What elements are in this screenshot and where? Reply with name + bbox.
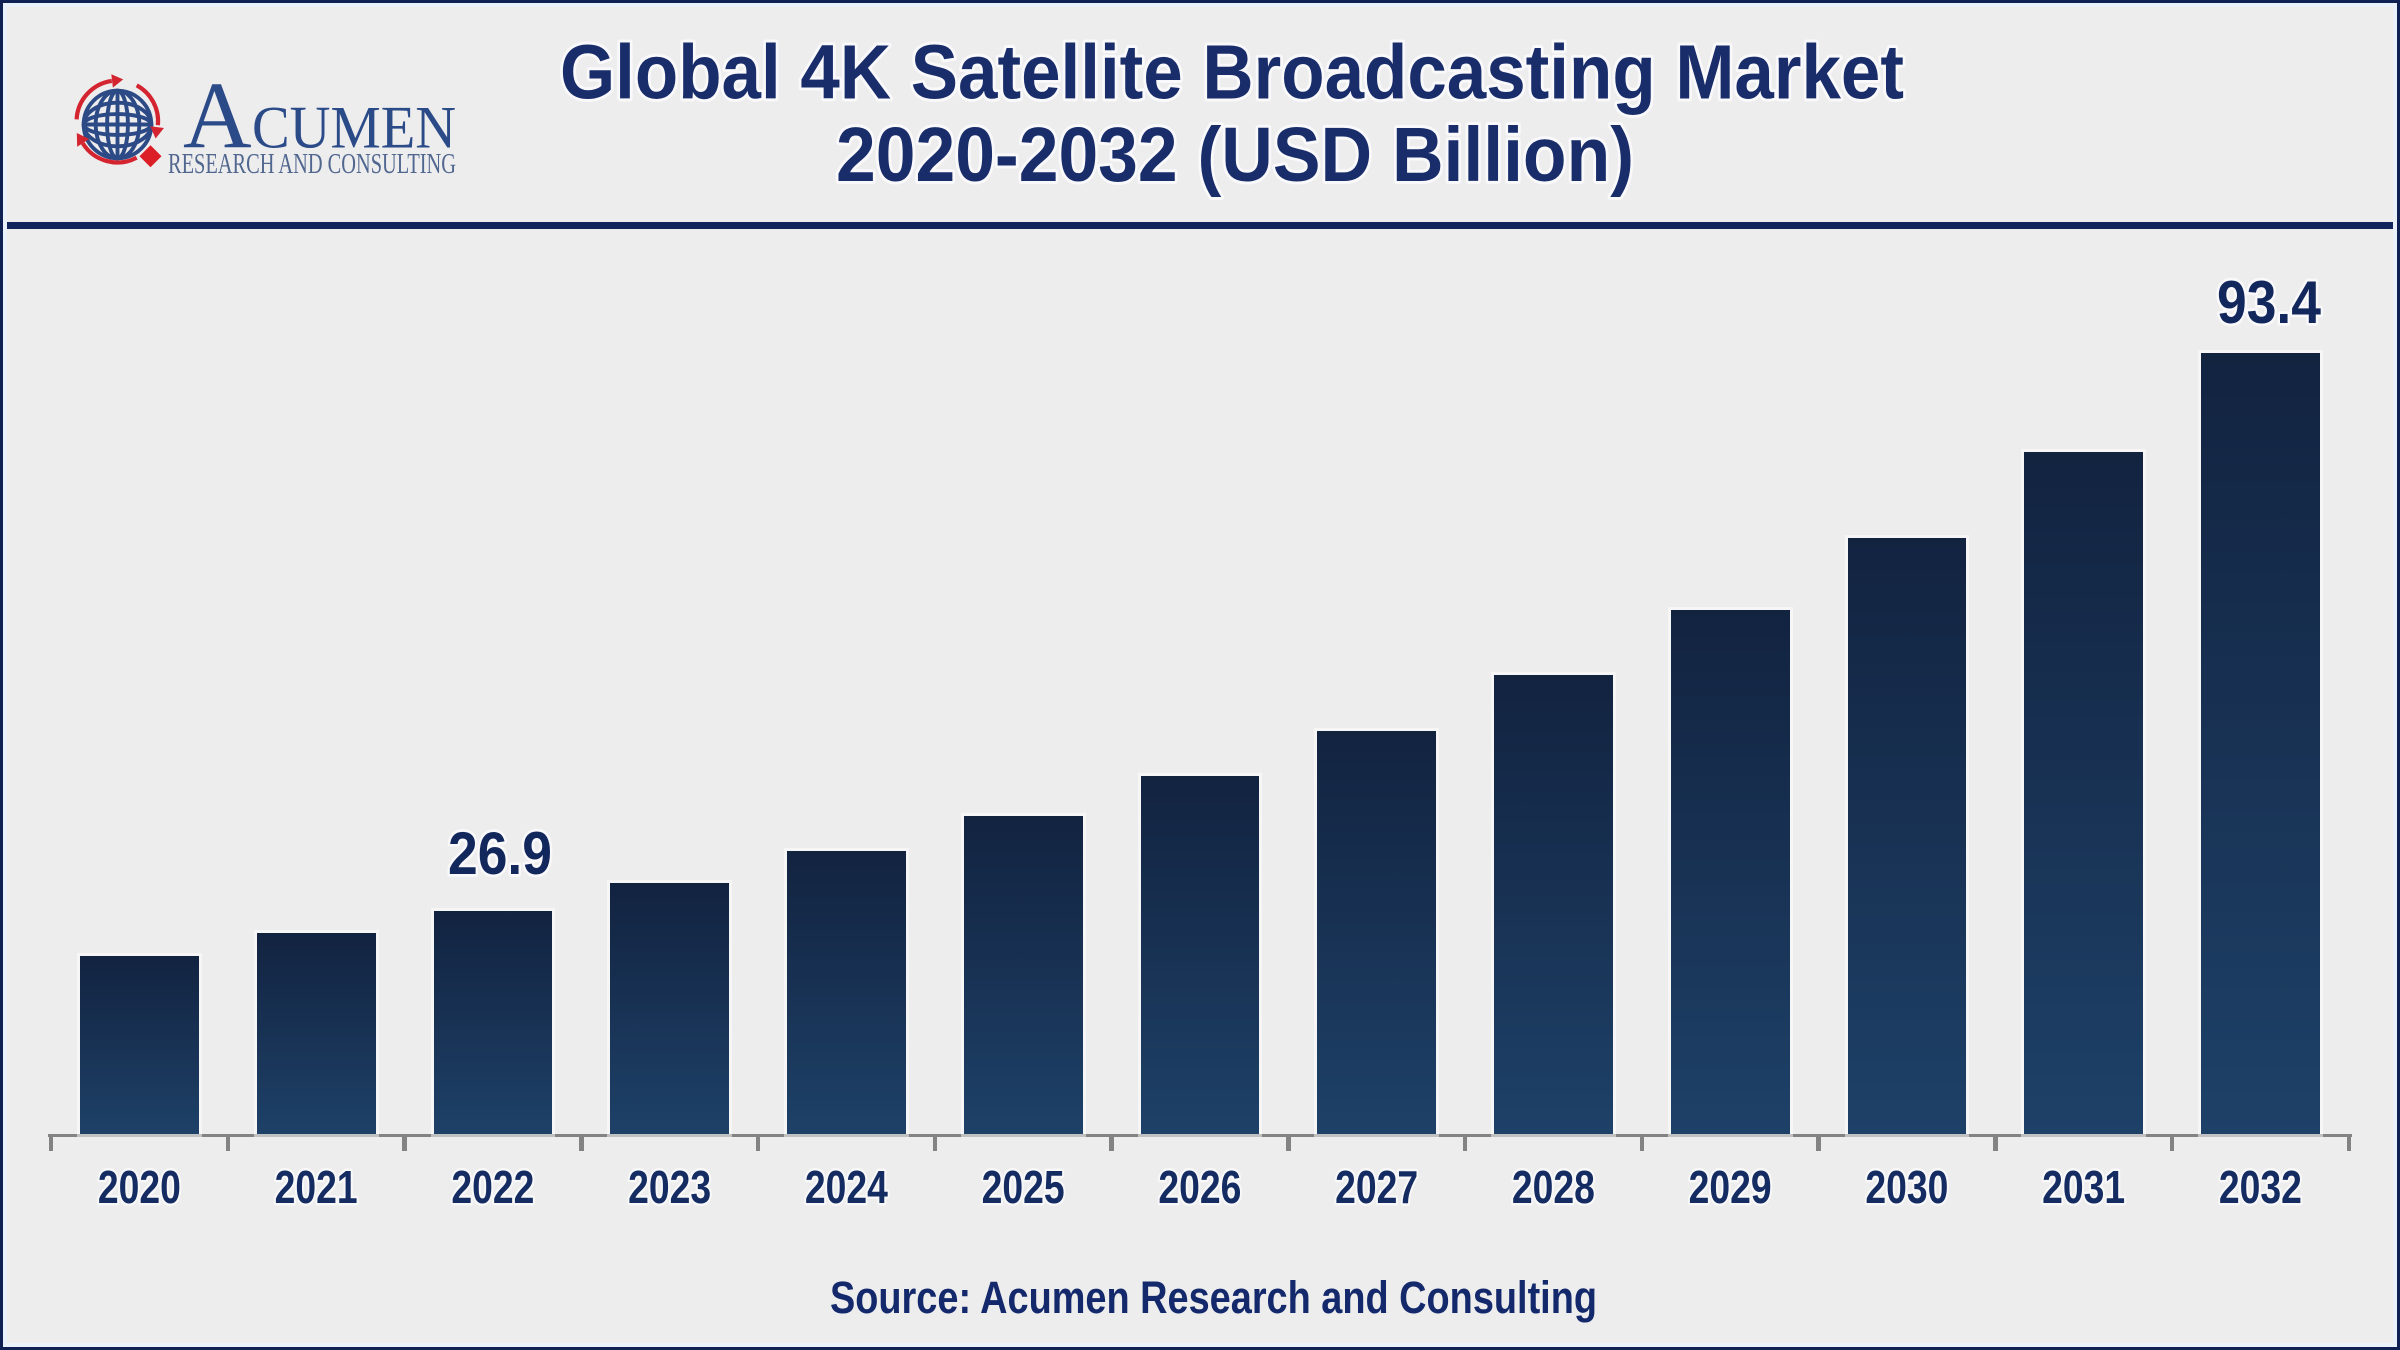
svg-text:2024: 2024 [805, 1161, 888, 1213]
svg-text:RESEARCH AND CONSULTING: RESEARCH AND CONSULTING [168, 149, 456, 180]
svg-text:2026: 2026 [1158, 1161, 1241, 1213]
svg-text:2020: 2020 [98, 1161, 181, 1213]
svg-text:93.4: 93.4 [2217, 269, 2322, 336]
svg-text:2029: 2029 [1689, 1161, 1772, 1213]
svg-text:2032: 2032 [2219, 1161, 2302, 1213]
svg-text:2030: 2030 [1865, 1161, 1948, 1213]
svg-text:A: A [183, 63, 252, 169]
svg-text:2027: 2027 [1335, 1161, 1418, 1213]
svg-text:Global 4K Satellite Broadcasti: Global 4K Satellite Broadcasting Market [560, 30, 1904, 116]
svg-text:2028: 2028 [1512, 1161, 1595, 1213]
svg-text:2020-2032 (USD Billion): 2020-2032 (USD Billion) [836, 112, 1634, 198]
svg-text:2025: 2025 [982, 1161, 1065, 1213]
svg-text:2022: 2022 [451, 1161, 534, 1213]
svg-text:2031: 2031 [2042, 1161, 2125, 1213]
svg-text:CUMEN: CUMEN [252, 95, 456, 161]
svg-text:2021: 2021 [275, 1161, 358, 1213]
svg-text:Source: Acumen Research and Co: Source: Acumen Research and Consulting [830, 1272, 1597, 1323]
svg-text:2023: 2023 [628, 1161, 711, 1213]
svg-text:26.9: 26.9 [448, 820, 552, 887]
